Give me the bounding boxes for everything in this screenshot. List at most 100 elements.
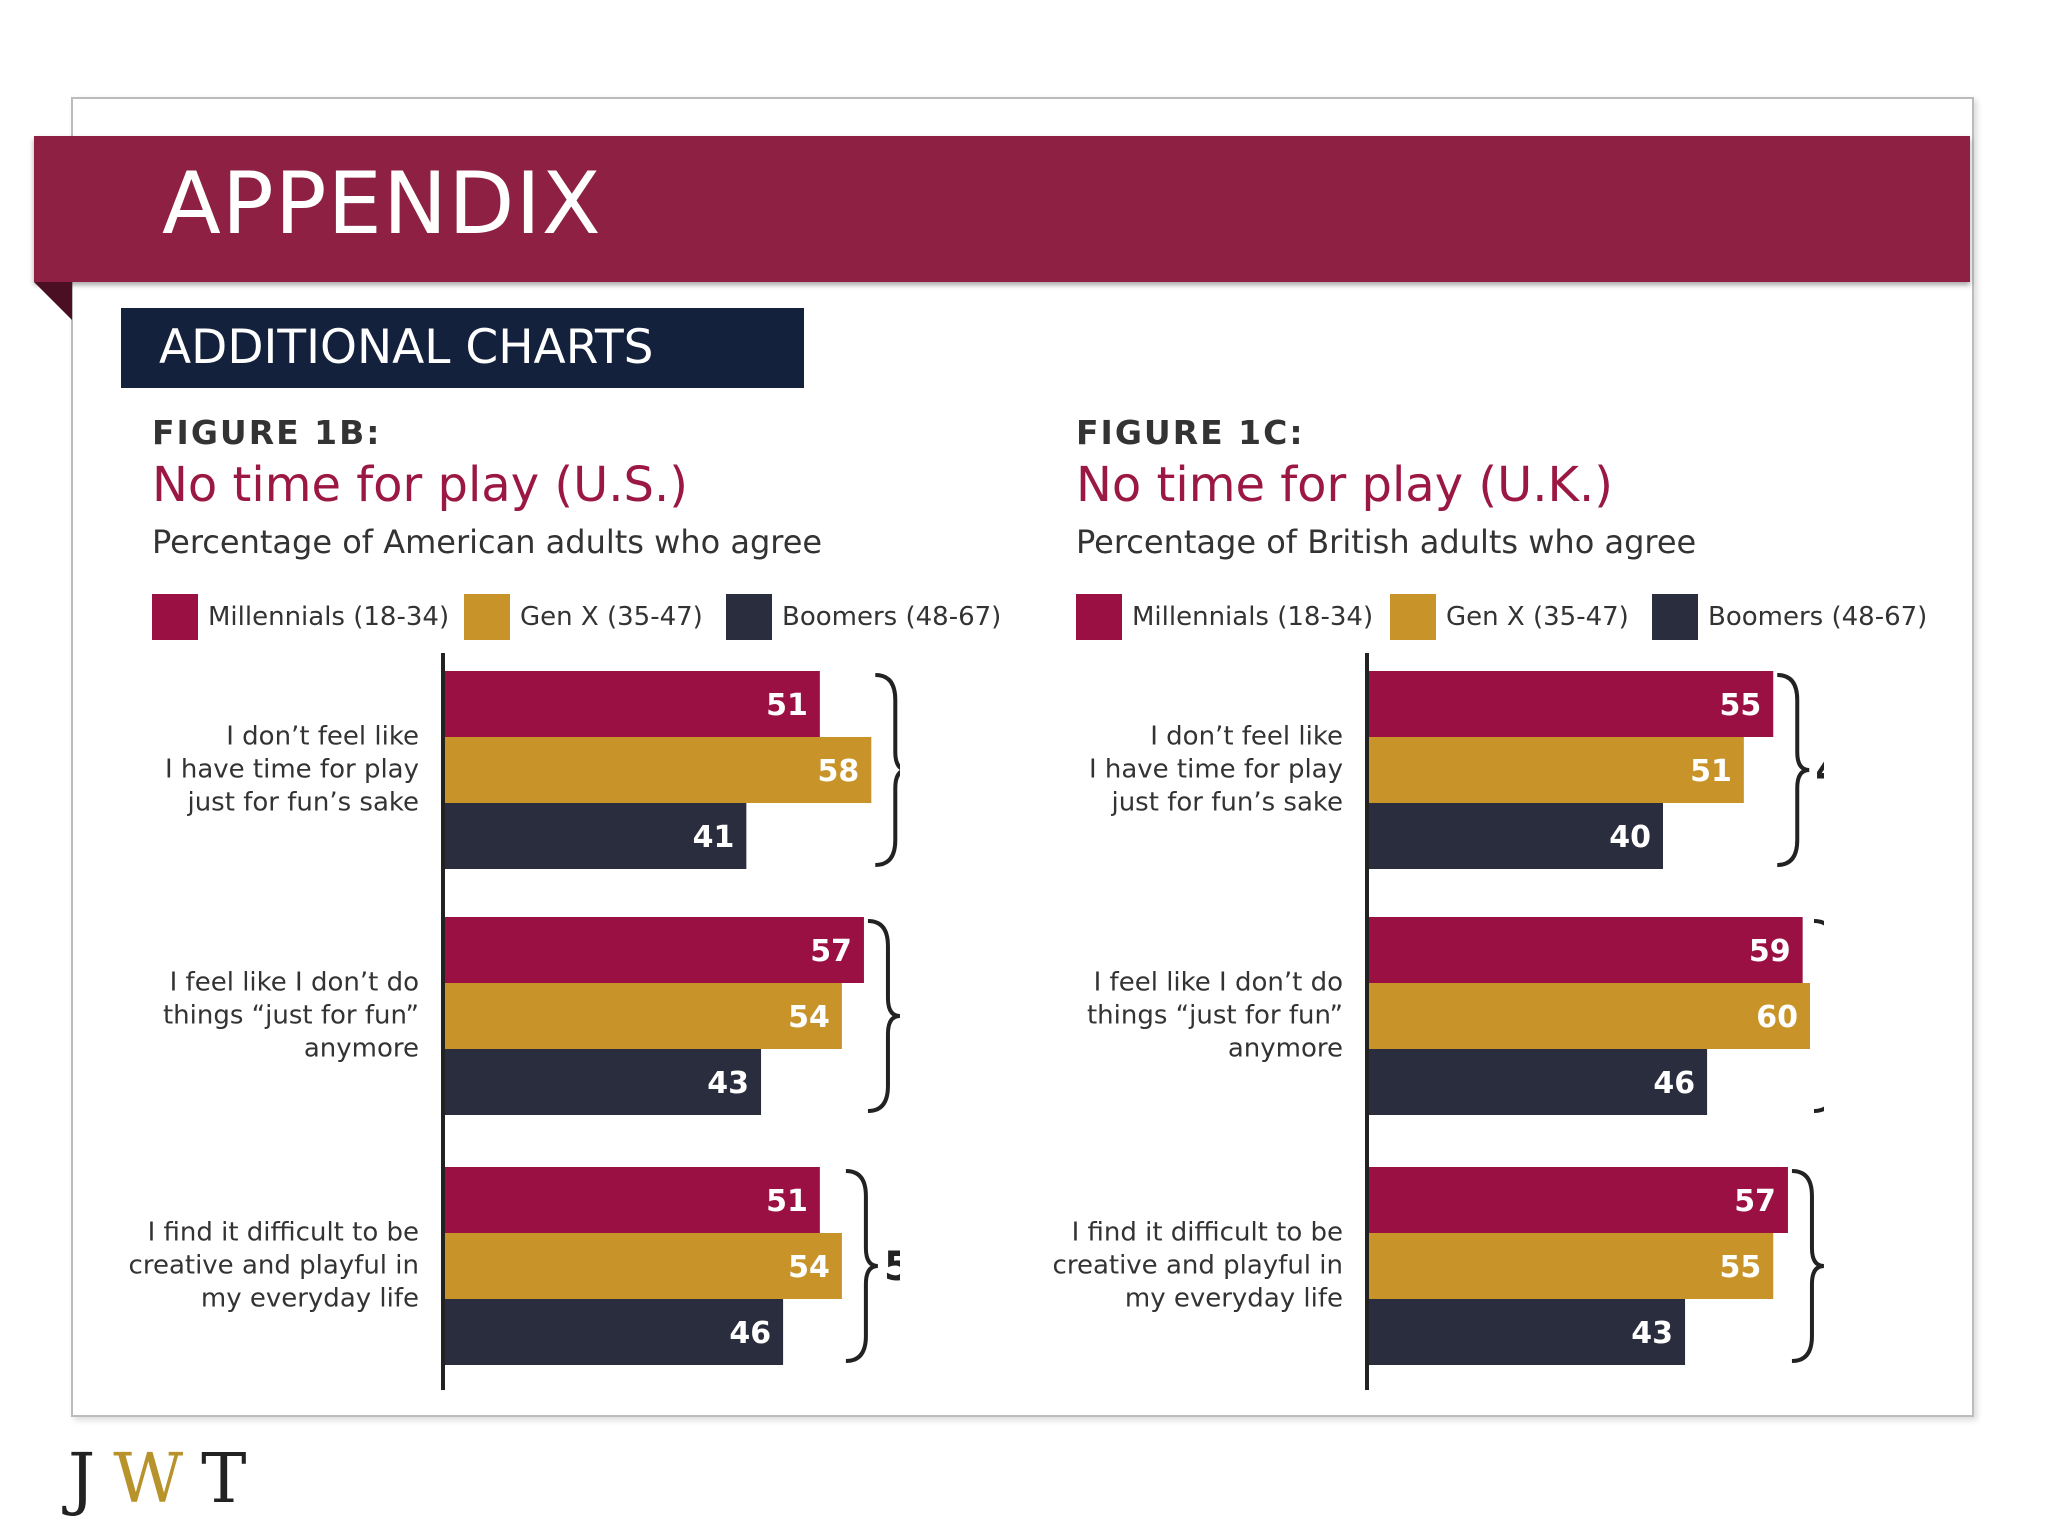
bar-boomers <box>445 1049 762 1115</box>
figure-label: FIGURE 1C: <box>1076 413 1305 452</box>
legend-item-genx: Gen X (35-47) <box>1390 593 1629 641</box>
category-label: my everyday life <box>1125 1284 1343 1314</box>
bar-genx <box>445 737 872 803</box>
category-label: things “just for fun” <box>163 1001 419 1031</box>
category-label: my everyday life <box>201 1284 419 1314</box>
group-brace <box>1777 673 1810 867</box>
bar-boomers <box>445 803 747 869</box>
group-brace <box>1813 919 1824 1113</box>
jwt-logo: JWT <box>68 1440 265 1520</box>
legend-label: Gen X (35-47) <box>1446 602 1629 632</box>
legend-item-millennials: Millennials (18-34) <box>1076 593 1373 641</box>
bar-boomers <box>1369 1299 1686 1365</box>
data-label: 55 <box>1720 1250 1762 1285</box>
banner-fold <box>34 282 72 320</box>
legend-item-boomers: Boomers (48-67) <box>1652 593 1927 641</box>
data-label: 51 <box>766 1184 808 1219</box>
category-label: I find it difficult to be <box>148 1218 419 1248</box>
chart-subtitle: Percentage of American adults who agree <box>152 523 823 561</box>
legend-swatch-genx <box>464 594 510 640</box>
legend-swatch-boomers <box>1652 594 1698 640</box>
chart-title: No time for play (U.K.) <box>1076 457 1613 513</box>
data-label: 43 <box>707 1066 749 1101</box>
group-total-label: 50% <box>884 1244 900 1290</box>
data-label: 51 <box>766 688 808 723</box>
legend-label: Gen X (35-47) <box>520 602 703 632</box>
data-label: 57 <box>1734 1184 1776 1219</box>
data-label: 54 <box>788 1250 830 1285</box>
figure-1c-panel: FIGURE 1C: No time for play (U.K.) Perce… <box>924 405 1927 1395</box>
category-label: I feel like I don’t do <box>1094 968 1343 998</box>
data-label: 57 <box>810 934 852 969</box>
bar-millennials <box>445 671 820 737</box>
legend-item-boomers: Boomers (48-67) <box>726 593 1001 641</box>
category-label: I have time for play <box>1089 755 1343 785</box>
bar-genx <box>445 983 842 1049</box>
chart-title: No time for play (U.S.) <box>152 457 688 513</box>
legend-label: Millennials (18-34) <box>1132 602 1374 632</box>
bar-millennials <box>1369 671 1774 737</box>
data-label: 59 <box>1749 934 1791 969</box>
legend-item-millennials: Millennials (18-34) <box>152 593 449 641</box>
data-label: 40 <box>1609 820 1651 855</box>
category-label: just for fun’s sake <box>186 788 419 818</box>
bar-genx <box>1369 983 1810 1049</box>
data-label: 46 <box>1653 1066 1695 1101</box>
data-label: 46 <box>729 1316 771 1351</box>
bar-boomers <box>1369 803 1663 869</box>
category-label: things “just for fun” <box>1087 1001 1343 1031</box>
bar-genx <box>445 1233 842 1299</box>
category-label: creative and playful in <box>129 1251 419 1281</box>
figure-label: FIGURE 1B: <box>152 413 382 452</box>
legend-label: Millennials (18-34) <box>208 602 450 632</box>
legend-item-genx: Gen X (35-47) <box>464 593 703 641</box>
category-label: anymore <box>304 1034 419 1064</box>
category-label: anymore <box>1228 1034 1343 1064</box>
group-total-label: 49% <box>1815 748 1824 794</box>
bar-millennials <box>445 1167 820 1233</box>
category-label: I don’t feel like <box>1150 722 1343 752</box>
data-label: 60 <box>1756 1000 1798 1035</box>
data-label: 51 <box>1690 754 1732 789</box>
data-label: 54 <box>788 1000 830 1035</box>
bar-genx <box>1369 1233 1774 1299</box>
data-label: 55 <box>1720 688 1762 723</box>
section-title: ADDITIONAL CHARTS <box>159 320 654 375</box>
bar-boomers <box>1369 1049 1708 1115</box>
page-title: APPENDIX <box>162 154 602 254</box>
bar-millennials <box>1369 1167 1788 1233</box>
group-brace <box>1791 1169 1824 1363</box>
category-label: I don’t feel like <box>226 722 419 752</box>
legend-swatch-millennials <box>1076 594 1122 640</box>
logo-letter: J <box>68 1440 114 1519</box>
bar-millennials <box>445 917 864 983</box>
figure-1b-panel: FIGURE 1B: No time for play (U.S.) Perce… <box>0 405 1001 1395</box>
chart-subtitle: Percentage of British adults who agree <box>1076 523 1697 561</box>
group-brace <box>845 1169 879 1363</box>
legend-label: Boomers (48-67) <box>1708 602 1928 632</box>
category-label: just for fun’s sake <box>1110 788 1343 818</box>
bar-genx <box>1369 737 1744 803</box>
data-label: 58 <box>818 754 860 789</box>
data-label: 43 <box>1631 1316 1673 1351</box>
category-label: I feel like I don’t do <box>170 968 419 998</box>
appendix-banner: APPENDIX <box>34 136 1970 282</box>
chart-legend: Millennials (18-34) Gen X (35-47) Boomer… <box>152 593 1052 641</box>
legend-label: Boomers (48-67) <box>782 602 1002 632</box>
chart-legend: Millennials (18-34) Gen X (35-47) Boomer… <box>1076 593 1976 641</box>
logo-letter: W <box>113 1440 202 1519</box>
legend-swatch-millennials <box>152 594 198 640</box>
category-label: I have time for play <box>165 755 419 785</box>
bar-boomers <box>445 1299 784 1365</box>
group-brace <box>867 919 900 1113</box>
legend-swatch-genx <box>1390 594 1436 640</box>
logo-letter: T <box>201 1440 265 1519</box>
category-label: I find it difficult to be <box>1072 1218 1343 1248</box>
category-label: creative and playful in <box>1053 1251 1343 1281</box>
legend-swatch-boomers <box>726 594 772 640</box>
data-label: 41 <box>693 820 735 855</box>
bar-millennials <box>1369 917 1803 983</box>
group-brace <box>875 673 900 867</box>
